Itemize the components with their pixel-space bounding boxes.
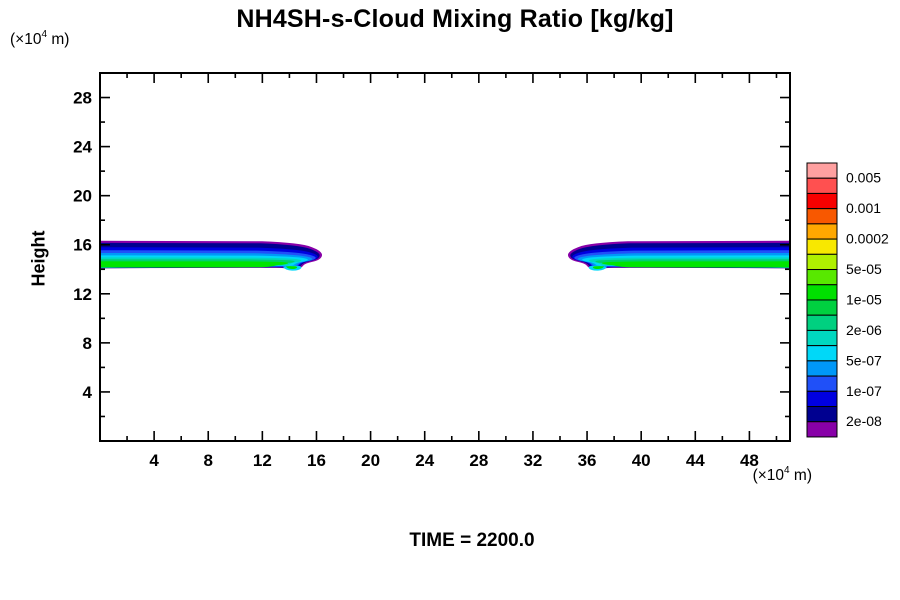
x-tick-label: 8 <box>204 451 213 470</box>
colorbar-label: 5e-05 <box>846 261 882 277</box>
cloud-band-left <box>100 240 323 271</box>
cloud-band-layer <box>100 261 289 268</box>
colorbar-block <box>806 238 838 255</box>
colorbar-block <box>806 269 838 286</box>
colorbar-block <box>806 406 838 423</box>
colorbar-block <box>806 192 838 210</box>
y-tick-label: 12 <box>73 285 92 304</box>
y-tick-label: 4 <box>83 383 93 402</box>
x-tick-label: 44 <box>686 451 705 470</box>
colorbar-block <box>806 360 838 377</box>
colorbar-block <box>806 390 838 408</box>
colorbar-block <box>806 177 838 194</box>
colorbar-label: 0.0002 <box>846 231 889 247</box>
x-tick-label: 4 <box>149 451 159 470</box>
time-annotation: TIME = 2200.0 <box>409 530 535 551</box>
cloud-band-right <box>567 240 790 271</box>
x-tick-label: 48 <box>740 451 759 470</box>
y-tick-label: 24 <box>73 138 92 157</box>
colorbar-block <box>806 375 838 392</box>
colorbar-block <box>806 284 838 301</box>
x-tick-label: 32 <box>523 451 542 470</box>
plot-area: 4 8 12 16 20 24 28 32 36 40 44 484812162024280.0050… <box>73 72 889 470</box>
cloud-band-notch <box>286 266 298 270</box>
colorbar-label: 2e-06 <box>846 322 882 338</box>
colorbar-label: 0.001 <box>846 200 881 216</box>
x-tick-label: 24 <box>415 451 434 470</box>
y-tick-label: 20 <box>73 187 92 206</box>
x-tick-label: 20 <box>361 451 380 470</box>
x-tick-label: 12 <box>253 451 272 470</box>
colorbar-block <box>806 208 838 225</box>
colorbar-label: 1e-07 <box>846 383 882 399</box>
y-tick-label: 28 <box>73 89 92 108</box>
y-tick-label: 16 <box>73 236 92 255</box>
colorbar-block <box>806 314 838 331</box>
cloud-bands <box>100 240 790 271</box>
colorbar-block <box>806 329 838 347</box>
colorbar-label: 2e-08 <box>846 413 882 429</box>
y-tick-label: 8 <box>83 334 92 353</box>
colorbar-block <box>806 253 838 271</box>
plot-frame <box>99 72 791 442</box>
cloud-band-notch <box>592 266 604 270</box>
colorbar-block <box>806 223 838 240</box>
colorbar-block <box>806 345 838 362</box>
colorbar: 0.005 0.001 0.0002 5e-05 1e-05 2e-06 5e-07 1e-0… <box>806 162 889 438</box>
cloud-band-layer <box>601 261 790 268</box>
colorbar-block <box>806 162 838 179</box>
x-axis-unit-label: (×104 m) <box>752 465 812 485</box>
x-tick-label: 16 <box>307 451 326 470</box>
colorbar-block <box>806 299 838 316</box>
colorbar-block <box>806 421 838 438</box>
x-tick-label: 40 <box>632 451 651 470</box>
colorbar-label: 0.005 <box>846 170 881 186</box>
plot-title: NH4SH-s-Cloud Mixing Ratio [kg/kg] <box>236 5 674 33</box>
colorbar-label: 5e-07 <box>846 352 882 368</box>
y-axis-unit-label: (×104 m) <box>10 29 70 49</box>
x-tick-label: 28 <box>469 451 488 470</box>
colorbar-label: 1e-05 <box>846 291 882 307</box>
axis-ticks <box>100 72 790 441</box>
x-tick-label: 36 <box>578 451 597 470</box>
